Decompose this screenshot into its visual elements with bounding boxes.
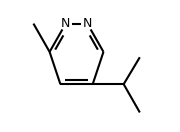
Text: N: N	[83, 17, 92, 30]
Text: N: N	[61, 17, 70, 30]
